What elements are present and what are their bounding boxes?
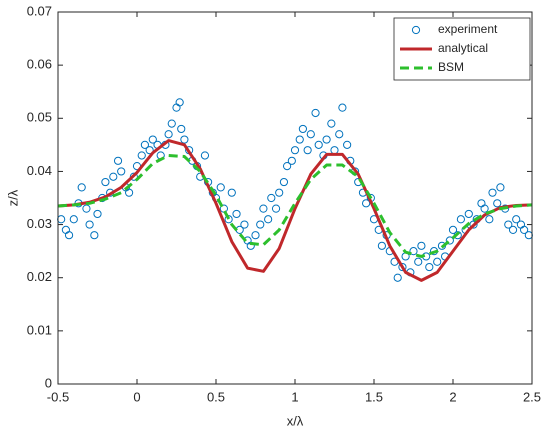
data-point xyxy=(485,215,494,224)
data-point xyxy=(433,257,442,266)
data-point xyxy=(362,199,371,208)
data-point xyxy=(101,177,110,187)
y-tick-label: 0.06 xyxy=(27,57,52,72)
x-tick-label: 2.5 xyxy=(523,389,541,404)
data-point xyxy=(259,204,268,213)
data-point xyxy=(137,151,146,160)
data-point xyxy=(69,215,78,224)
data-point xyxy=(279,177,289,187)
data-point xyxy=(93,209,102,219)
data-point xyxy=(409,247,418,256)
y-tick-label: 0 xyxy=(45,375,52,390)
legend-label: analytical xyxy=(438,41,488,55)
data-point xyxy=(480,204,489,213)
data-point xyxy=(496,183,505,192)
data-point xyxy=(117,167,126,176)
legend-label: experiment xyxy=(438,22,498,36)
data-point xyxy=(520,225,529,234)
x-tick-label: 2 xyxy=(449,389,456,404)
data-point xyxy=(216,183,225,192)
x-tick-label: 0 xyxy=(133,389,140,404)
data-point xyxy=(125,188,134,197)
data-point xyxy=(145,146,154,155)
data-point xyxy=(129,172,138,181)
data-point xyxy=(164,130,173,139)
data-point xyxy=(200,151,210,160)
data-point xyxy=(493,199,502,208)
data-point xyxy=(264,215,273,224)
data-point xyxy=(448,225,458,234)
data-point xyxy=(398,262,407,272)
data-point xyxy=(240,220,249,229)
data-point xyxy=(456,215,465,224)
data-line xyxy=(57,153,533,258)
data-point xyxy=(177,124,186,134)
data-point xyxy=(85,220,94,229)
data-point xyxy=(445,236,454,245)
data-point xyxy=(311,108,320,118)
data-point xyxy=(314,140,323,149)
y-tick-label: 0.03 xyxy=(27,216,52,231)
data-point xyxy=(271,204,281,213)
data-point xyxy=(298,124,307,134)
x-tick-label: 1.5 xyxy=(365,389,383,404)
data-point xyxy=(140,140,149,149)
data-point xyxy=(77,183,86,192)
data-point xyxy=(109,172,118,181)
x-tick-label: -0.5 xyxy=(47,389,69,404)
data-point xyxy=(232,209,241,219)
x-axis-label: x/λ xyxy=(287,413,304,428)
data-point xyxy=(275,188,284,197)
legend-marker xyxy=(411,25,421,35)
data-point xyxy=(175,98,184,107)
y-tick-label: 0.07 xyxy=(27,3,52,18)
data-point xyxy=(488,188,497,197)
data-point xyxy=(335,130,344,139)
data-point xyxy=(180,135,189,144)
data-point xyxy=(322,135,331,144)
data-point xyxy=(393,273,402,282)
data-point xyxy=(417,241,426,250)
legend-label: BSM xyxy=(438,60,464,74)
data-point xyxy=(287,156,296,165)
data-point xyxy=(227,188,236,197)
data-point xyxy=(377,241,386,250)
data-point xyxy=(338,103,347,112)
y-tick-label: 0.05 xyxy=(27,110,52,125)
data-point xyxy=(267,193,276,203)
y-tick-label: 0.01 xyxy=(27,322,52,337)
y-tick-label: 0.02 xyxy=(27,269,52,284)
data-point xyxy=(256,220,265,229)
data-point xyxy=(295,135,304,144)
data-point xyxy=(113,156,123,165)
data-point xyxy=(303,146,312,155)
data-point xyxy=(504,220,513,229)
data-point xyxy=(290,146,300,155)
data-point xyxy=(306,130,315,139)
data-point xyxy=(167,119,176,128)
data-point xyxy=(90,231,99,240)
data-point xyxy=(251,231,260,240)
data-point xyxy=(343,140,352,149)
data-point xyxy=(425,262,434,272)
plot-frame xyxy=(57,11,533,385)
data-point xyxy=(512,215,521,224)
data-point xyxy=(283,162,292,171)
data-point xyxy=(148,135,157,144)
x-tick-label: 1 xyxy=(291,389,298,404)
x-tick-label: 0.5 xyxy=(207,389,225,404)
data-point xyxy=(508,225,518,234)
y-axis-label: z/λ xyxy=(5,189,20,206)
data-point xyxy=(464,209,473,219)
data-line xyxy=(57,139,533,282)
data-point xyxy=(327,119,336,128)
y-tick-label: 0.04 xyxy=(27,163,52,178)
data-point xyxy=(64,231,74,240)
data-point xyxy=(414,257,423,266)
